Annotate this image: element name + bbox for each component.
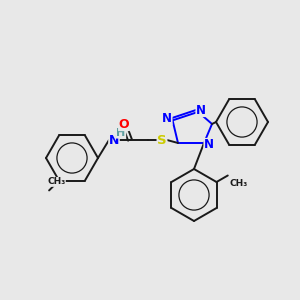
Text: CH₃: CH₃ (47, 177, 65, 186)
Text: N: N (109, 134, 119, 146)
Text: S: S (157, 134, 167, 146)
Text: H: H (116, 128, 126, 138)
Text: O: O (119, 118, 129, 130)
Text: N: N (162, 112, 172, 124)
Text: CH₃: CH₃ (230, 179, 248, 188)
Text: N: N (204, 139, 214, 152)
Text: N: N (196, 103, 206, 116)
